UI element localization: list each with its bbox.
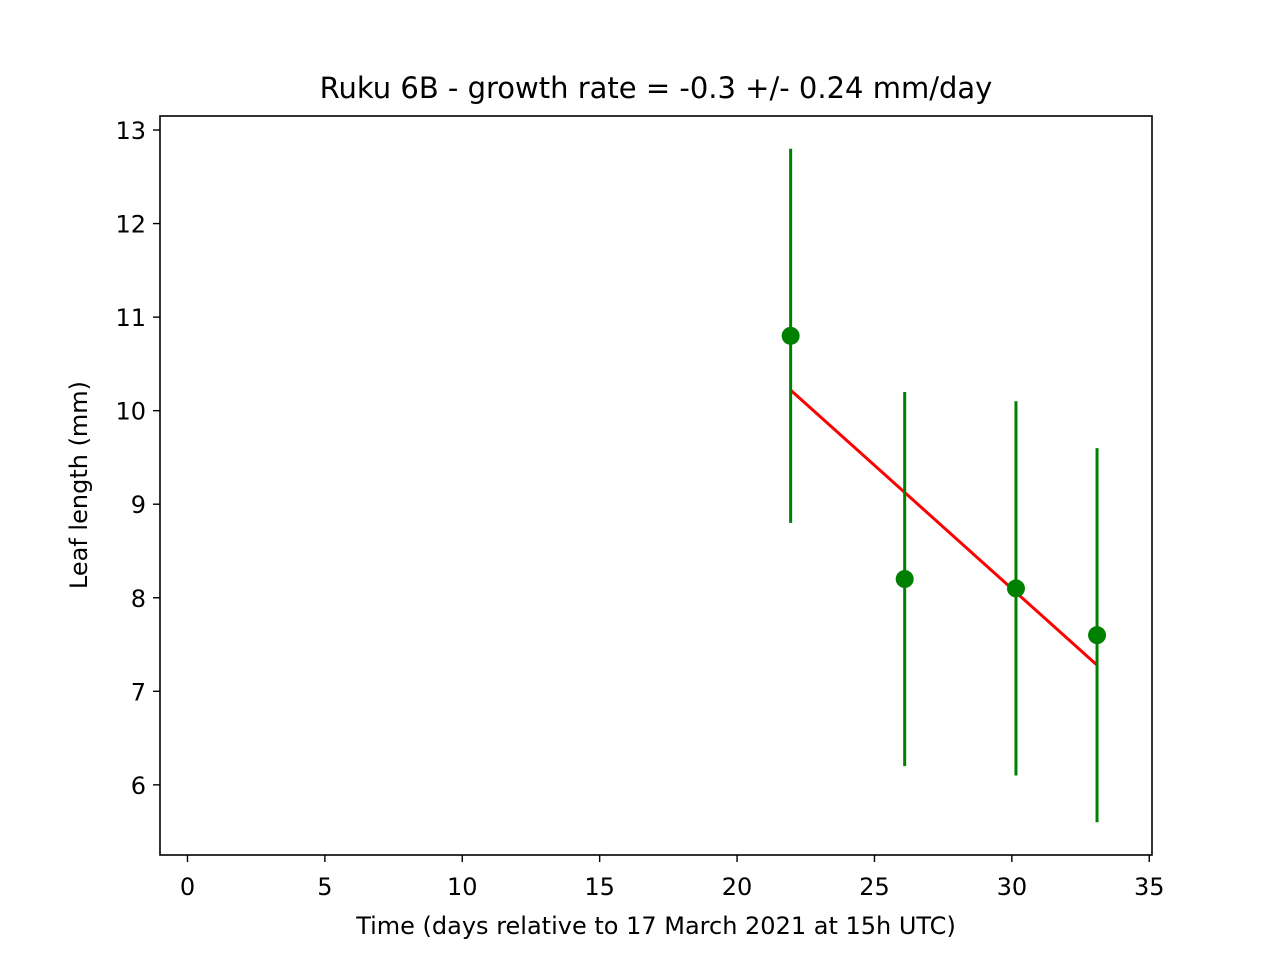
x-tick-label: 15 <box>584 873 615 901</box>
y-axis-label: Leaf length (mm) <box>65 381 93 589</box>
x-tick-label: 5 <box>317 873 332 901</box>
data-point <box>1006 579 1025 598</box>
data-point <box>895 570 914 589</box>
x-tick-label: 35 <box>1134 873 1165 901</box>
x-axis-label: Time (days relative to 17 March 2021 at … <box>355 912 956 940</box>
y-tick-label: 10 <box>115 398 146 426</box>
x-axis-ticks: 0 5 10 15 20 25 30 35 <box>180 855 1165 901</box>
y-tick-label: 9 <box>131 491 146 519</box>
y-axis-ticks: 6 7 8 9 10 11 12 13 <box>115 117 160 800</box>
data-points <box>781 326 1107 645</box>
fit-line-layer <box>789 388 1099 667</box>
x-tick-label: 30 <box>997 873 1028 901</box>
axes-frame <box>159 115 1153 856</box>
fit-line <box>789 388 1099 667</box>
x-tick-label: 25 <box>859 873 890 901</box>
y-tick-label: 6 <box>131 772 146 800</box>
y-tick-label: 7 <box>131 678 146 706</box>
y-tick-label: 13 <box>115 117 146 145</box>
chart-title: Ruku 6B - growth rate = -0.3 +/- 0.24 mm… <box>320 71 993 105</box>
y-tick-label: 8 <box>131 585 146 613</box>
data-point <box>781 326 800 345</box>
x-tick-label: 10 <box>447 873 478 901</box>
y-tick-label: 11 <box>115 304 146 332</box>
x-tick-label: 20 <box>722 873 753 901</box>
y-tick-label: 12 <box>115 211 146 239</box>
data-point <box>1088 626 1107 645</box>
x-tick-label: 0 <box>180 873 195 901</box>
